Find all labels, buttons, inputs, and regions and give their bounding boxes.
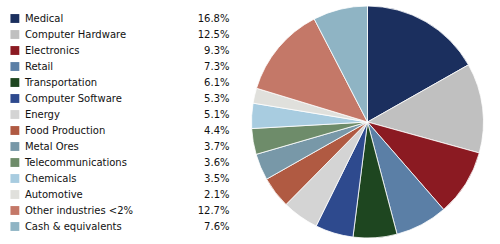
svg-text:3.6%: 3.6% [204, 157, 229, 168]
svg-text:Automotive: Automotive [25, 189, 83, 200]
svg-text:3.5%: 3.5% [204, 173, 229, 184]
svg-text:Cash & equivalents: Cash & equivalents [25, 221, 122, 232]
svg-text:3.7%: 3.7% [204, 141, 229, 152]
svg-text:12.7%: 12.7% [198, 205, 230, 216]
svg-text:Metal Ores: Metal Ores [25, 141, 79, 152]
svg-text:5.1%: 5.1% [204, 109, 229, 120]
svg-text:5.3%: 5.3% [204, 93, 229, 104]
svg-text:6.1%: 6.1% [204, 77, 229, 88]
svg-text:Medical: Medical [25, 13, 63, 24]
svg-text:16.8%: 16.8% [198, 13, 230, 24]
svg-text:Food Production: Food Production [25, 125, 105, 136]
svg-text:Chemicals: Chemicals [25, 173, 77, 184]
svg-text:2.1%: 2.1% [204, 189, 229, 200]
svg-text:Other industries <2%: Other industries <2% [25, 205, 133, 216]
svg-text:9.3%: 9.3% [204, 45, 229, 56]
svg-text:Energy: Energy [25, 109, 60, 120]
svg-text:4.4%: 4.4% [204, 125, 229, 136]
svg-text:Electronics: Electronics [25, 45, 80, 56]
svg-text:7.6%: 7.6% [204, 221, 229, 232]
svg-text:Computer Software: Computer Software [25, 93, 122, 104]
svg-text:7.3%: 7.3% [204, 61, 229, 72]
svg-text:Telecommunications: Telecommunications [24, 157, 127, 168]
svg-text:Transportation: Transportation [24, 77, 97, 88]
svg-text:12.5%: 12.5% [198, 29, 230, 40]
svg-text:Computer Hardware: Computer Hardware [25, 29, 126, 40]
svg-text:Retail: Retail [25, 61, 53, 72]
